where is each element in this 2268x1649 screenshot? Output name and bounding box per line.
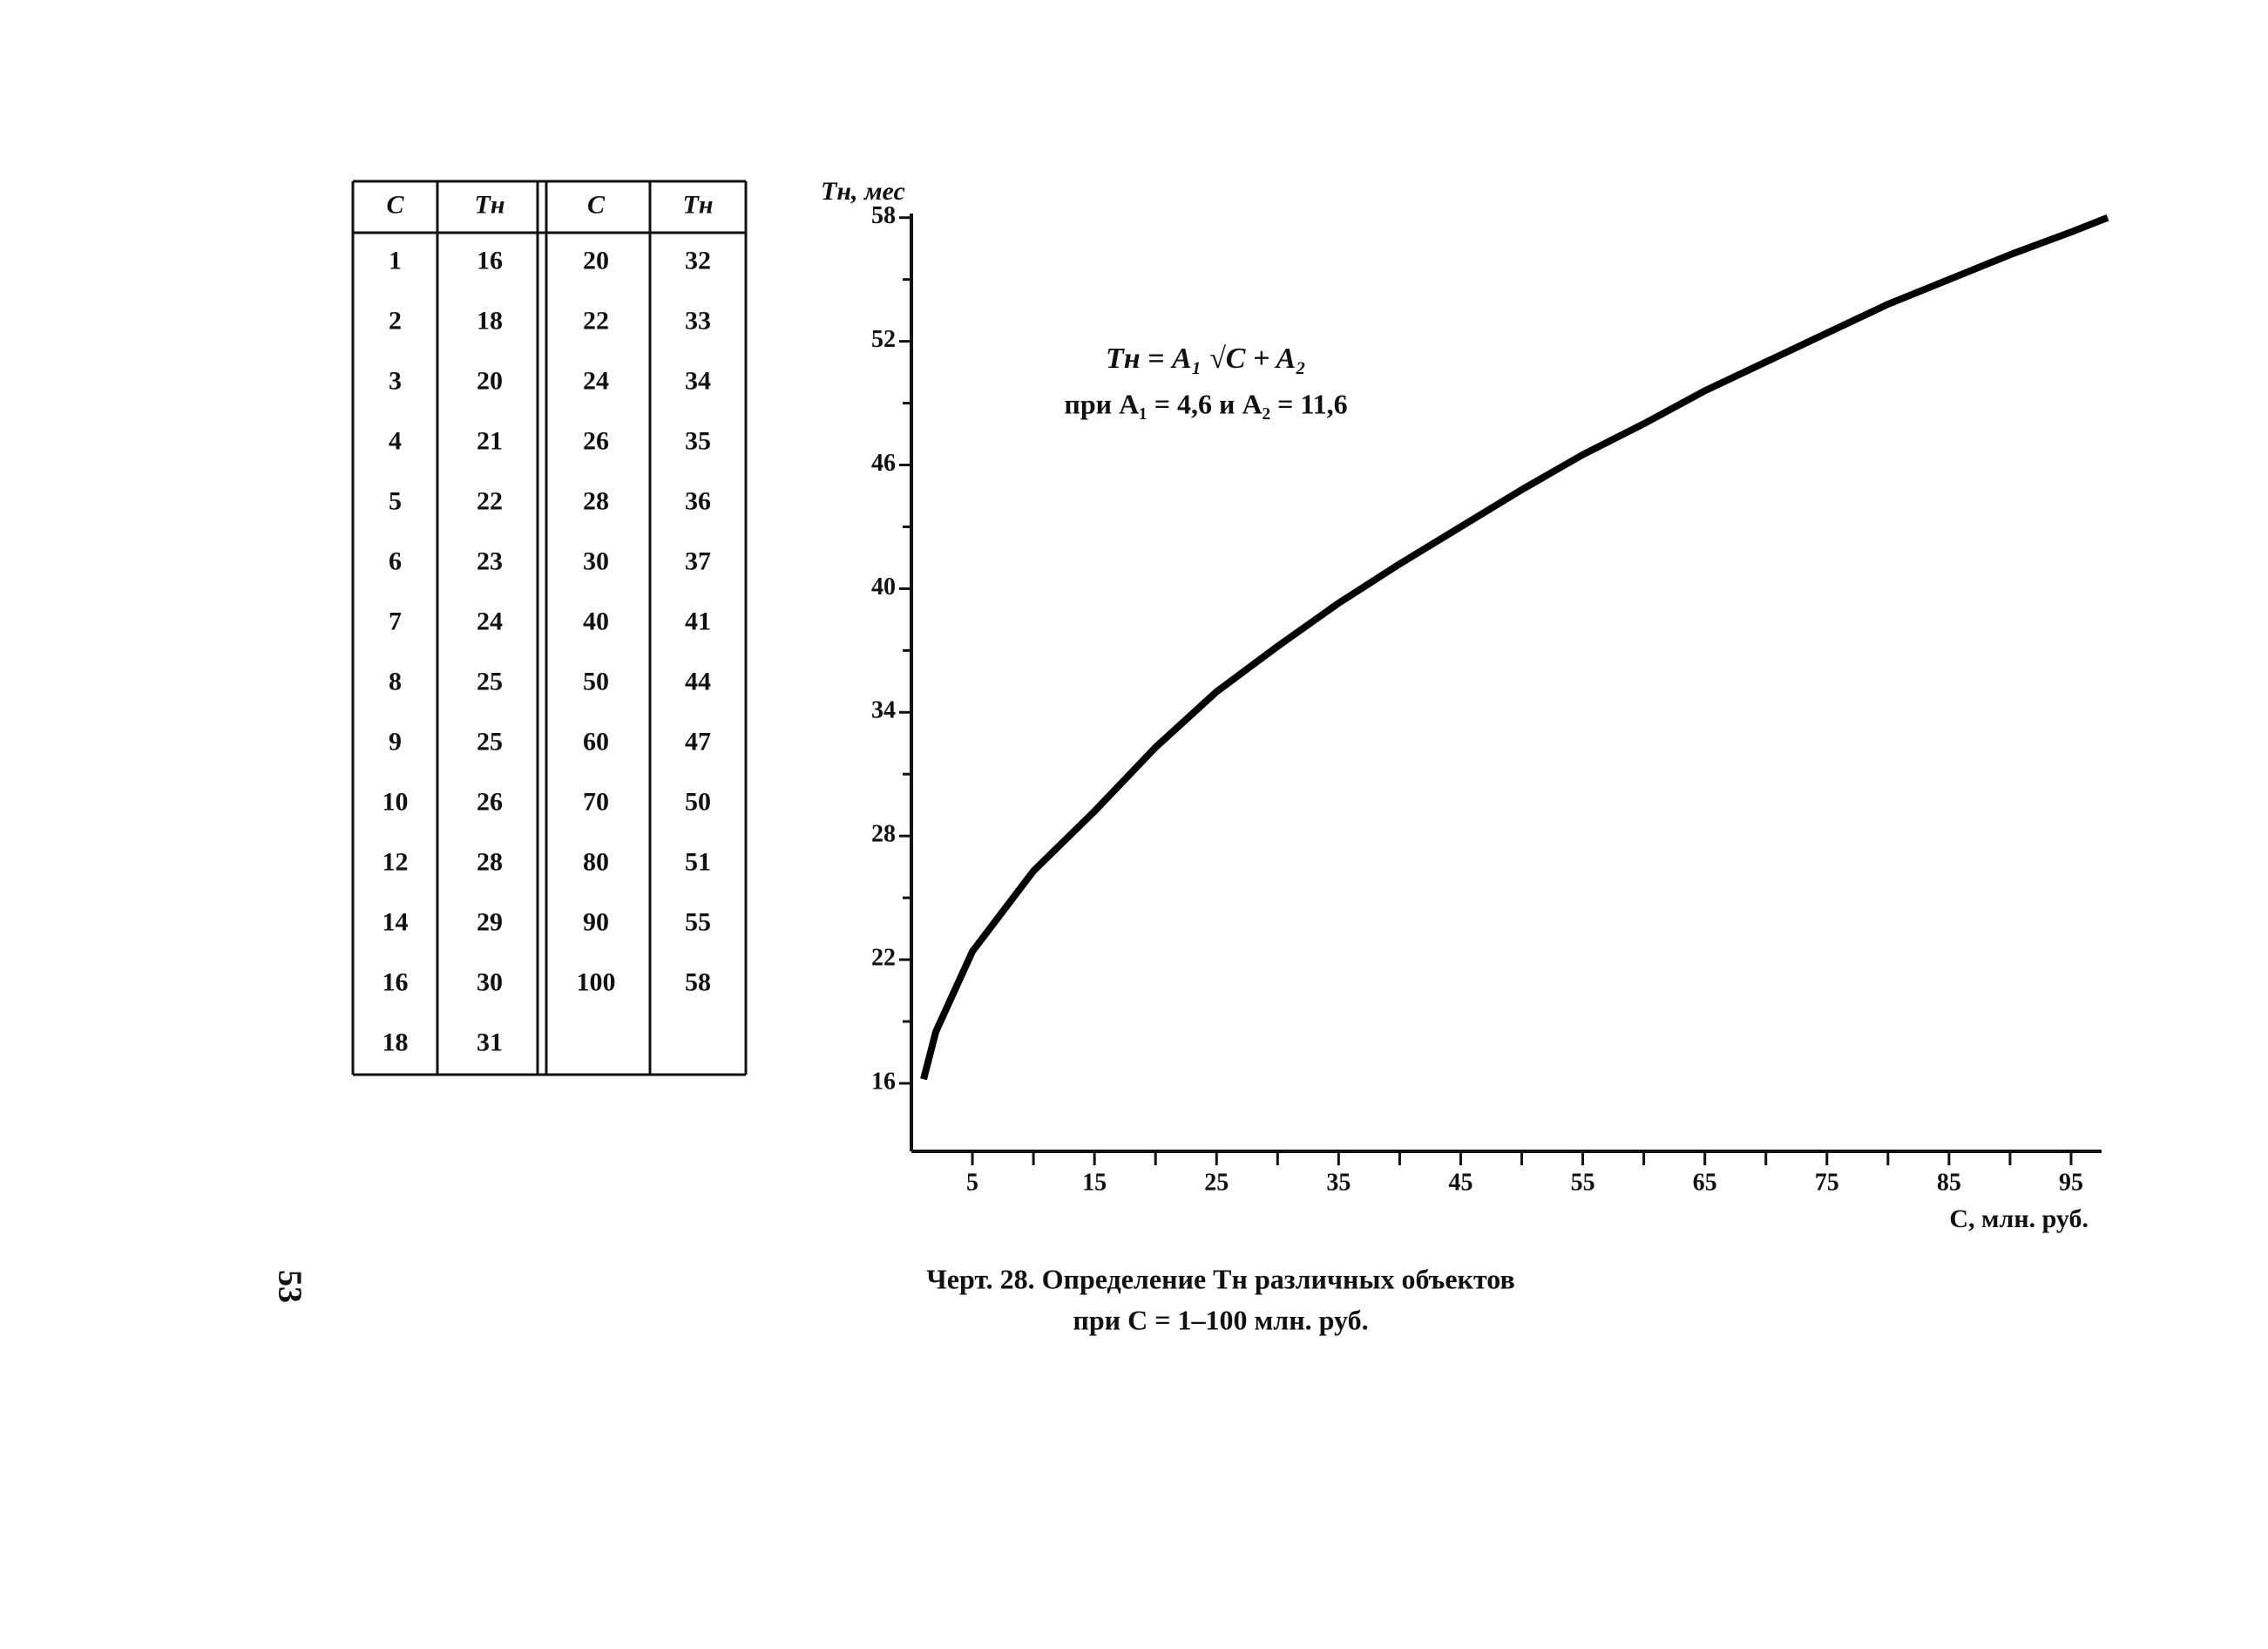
x-tick-label: 85	[1937, 1169, 1961, 1196]
table-cell: 51	[685, 847, 711, 876]
y-tick-label: 40	[871, 573, 896, 601]
table-cell: 16	[383, 967, 409, 996]
x-tick-label: 75	[1815, 1169, 1839, 1196]
caption: при C = 1–100 млн. руб.	[1073, 1304, 1368, 1335]
table-cell: 16	[477, 246, 503, 275]
y-axis-label: Tн, мес	[821, 177, 905, 206]
table-cell: 28	[583, 486, 609, 515]
x-tick-label: 95	[2059, 1169, 2083, 1196]
x-tick-label: 45	[1448, 1169, 1473, 1196]
table-cell: 80	[583, 847, 609, 876]
table-cell: 8	[389, 667, 402, 696]
table-cell: 2	[389, 306, 402, 335]
table-cell: 23	[477, 546, 503, 575]
table-cell: 50	[583, 667, 609, 696]
x-tick-label: 15	[1082, 1169, 1107, 1196]
curve	[920, 214, 2109, 1081]
table-cell: 31	[477, 1028, 503, 1056]
table-header: C	[386, 190, 404, 219]
y-tick-label: 46	[871, 450, 896, 477]
table-header: C	[587, 190, 606, 219]
table-cell: 60	[583, 727, 609, 756]
table-cell: 47	[685, 727, 711, 756]
table-cell: 4	[389, 426, 402, 455]
caption: Черт. 28. Определение Tн различных объек…	[926, 1263, 1514, 1294]
y-tick-label: 28	[871, 821, 896, 848]
x-tick-label: 55	[1571, 1169, 1595, 1196]
table-cell: 32	[685, 246, 711, 275]
table-cell: 9	[389, 727, 402, 756]
table-cell: 7	[389, 607, 402, 635]
table-cell: 24	[583, 366, 609, 395]
table-cell: 33	[685, 306, 711, 335]
table-cell: 24	[477, 607, 503, 635]
table-cell: 35	[685, 426, 711, 455]
table-cell: 30	[583, 546, 609, 575]
table-cell: 22	[583, 306, 609, 335]
table-cell: 1	[389, 246, 402, 275]
table-cell: 44	[685, 667, 711, 696]
table-cell: 18	[383, 1028, 409, 1056]
table-cell: 37	[685, 546, 711, 575]
y-tick-label: 22	[871, 944, 896, 971]
table-cell: 25	[477, 667, 503, 696]
table-cell: 100	[577, 967, 616, 996]
table-cell: 22	[477, 486, 503, 515]
table-cell: 90	[583, 907, 609, 936]
table-cell: 34	[685, 366, 711, 395]
x-tick-label: 25	[1204, 1169, 1229, 1196]
table-cell: 20	[583, 246, 609, 275]
table-cell: 30	[477, 967, 503, 996]
table-header: Tн	[683, 190, 714, 219]
table-cell: 6	[389, 546, 402, 575]
table-cell: 25	[477, 727, 503, 756]
x-axis-label: C, млн. руб.	[1949, 1205, 2089, 1233]
table-cell: 14	[383, 907, 409, 936]
table-cell: 28	[477, 847, 503, 876]
y-tick-label: 16	[871, 1068, 896, 1095]
y-tick-label: 58	[871, 202, 896, 229]
table-header: Tн	[475, 190, 505, 219]
page-number: 53	[271, 1270, 308, 1303]
table-cell: 70	[583, 787, 609, 816]
table-cell: 41	[685, 607, 711, 635]
table-cell: 36	[685, 486, 711, 515]
y-tick-label: 34	[871, 697, 896, 724]
x-tick-label: 5	[966, 1169, 978, 1196]
table-cell: 26	[477, 787, 503, 816]
y-tick-label: 52	[871, 326, 896, 353]
table-cell: 21	[477, 426, 503, 455]
table-cell: 29	[477, 907, 503, 936]
table-cell: 18	[477, 306, 503, 335]
formula: Tн = A₁ √C + A₂	[1106, 343, 1306, 375]
table-cell: 10	[383, 787, 409, 816]
formula-params: при A₁ = 4,6 и A₂ = 11,6	[1064, 388, 1347, 419]
table-cell: 50	[685, 787, 711, 816]
table-cell: 5	[389, 486, 402, 515]
x-tick-label: 35	[1326, 1169, 1351, 1196]
table-cell: 55	[685, 907, 711, 936]
table-cell: 40	[583, 607, 609, 635]
x-tick-label: 65	[1693, 1169, 1717, 1196]
table-cell: 58	[685, 967, 711, 996]
table-cell: 12	[383, 847, 409, 876]
table-cell: 26	[583, 426, 609, 455]
table-cell: 20	[477, 366, 503, 395]
table-cell: 3	[389, 366, 402, 395]
